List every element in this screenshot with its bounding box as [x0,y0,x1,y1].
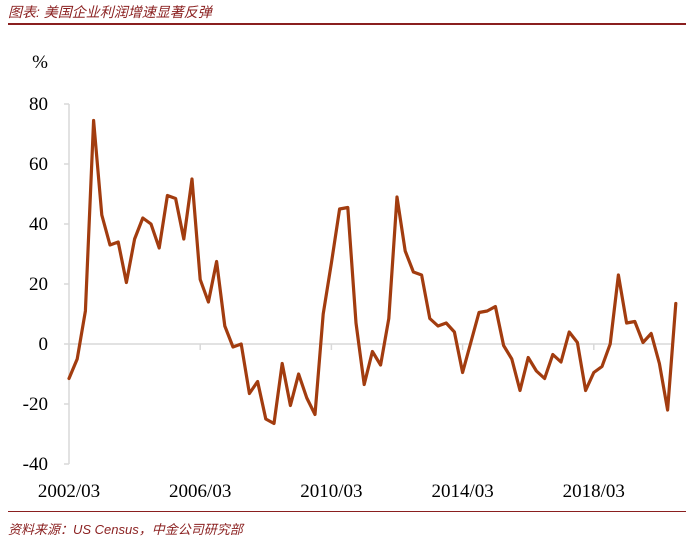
y-tick-label: -20 [23,394,48,415]
y-tick-label: -40 [23,454,48,475]
chart-title: 图表: 美国企业利润增速显著反弹 [8,4,212,20]
series-line [67,118,678,426]
x-tick-label: 2010/03 [300,481,362,502]
y-tick-label: 0 [39,334,49,355]
x-tick-label: 2002/03 [38,481,100,502]
y-tick-label: 20 [29,274,48,295]
x-tick-label: 2006/03 [169,481,231,502]
x-tick-label: 2014/03 [431,481,493,502]
y-tick-label: 60 [29,154,48,175]
header-divider [8,23,686,25]
y-tick-label: 40 [29,214,48,235]
y-tick-label: 80 [29,94,48,115]
line-chart: -40 -20 0 20 40 60 80% 2002/03 2006/03 2010/03 201… [23,52,678,502]
y-axis-unit: % [32,52,48,73]
chart-source: 资料来源：US Census，中金公司研究部 [8,522,243,537]
x-tick-label: 2018/03 [563,481,625,502]
footer-divider [8,511,686,512]
